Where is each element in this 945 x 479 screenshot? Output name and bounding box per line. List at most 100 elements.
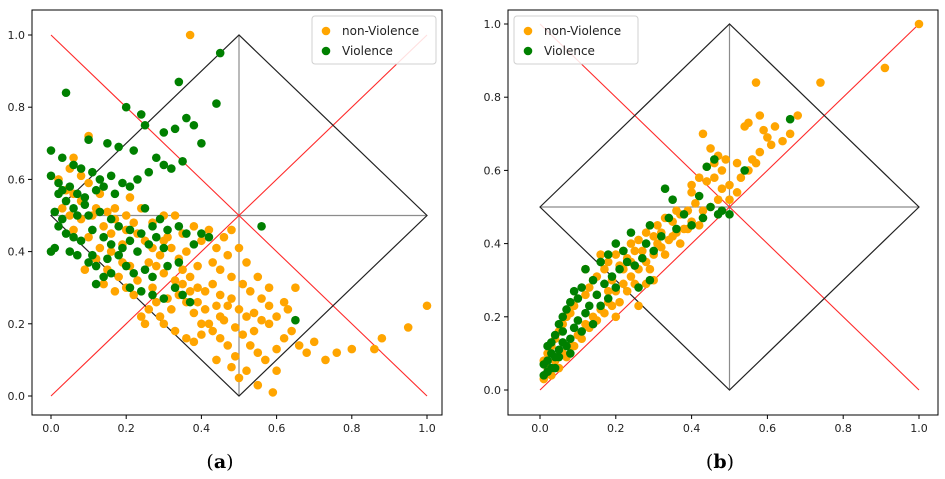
legend: non-Violence Violence	[311, 15, 437, 65]
scatter-point	[630, 261, 640, 270]
scatter-point	[569, 323, 579, 333]
scatter-point	[656, 231, 666, 241]
caption-letter: b	[713, 451, 726, 473]
scatter-point	[136, 229, 146, 238]
scatter-point	[785, 129, 795, 139]
x-tick-label: 0.0	[531, 422, 549, 435]
scatter-point	[638, 253, 647, 263]
scatter-point	[200, 287, 210, 296]
scatter-point	[634, 235, 643, 245]
scatter-point	[118, 243, 127, 253]
scatter-point	[638, 246, 647, 256]
scatter-point	[50, 243, 60, 253]
scatter-point	[558, 312, 568, 322]
scatter-point	[668, 195, 677, 204]
x-tick-label: 0.6	[268, 422, 286, 435]
scatter-point	[219, 232, 229, 242]
scatter-point	[189, 240, 199, 249]
legend-marker	[523, 26, 533, 36]
scatter-point	[543, 341, 552, 351]
y-tick-label: 0.6	[484, 164, 502, 177]
scatter-point	[294, 341, 304, 350]
scatter-point	[249, 326, 259, 336]
scatter-point	[622, 257, 632, 267]
scatter-point	[212, 243, 221, 253]
scatter-point	[95, 243, 105, 253]
scatter-point	[283, 305, 293, 314]
scatter-point	[76, 171, 86, 181]
scatter-point	[607, 301, 617, 311]
scatter-point	[140, 120, 150, 130]
scatter-point	[230, 351, 240, 361]
scatter-point	[558, 338, 568, 347]
scatter-point	[182, 333, 191, 343]
scatter-point	[185, 272, 195, 282]
scatter-point	[200, 305, 210, 314]
scatter-point	[558, 327, 568, 336]
scatter-point	[69, 160, 78, 170]
scatter-point	[65, 247, 75, 256]
scatter-point	[106, 240, 116, 249]
series-violence	[539, 114, 795, 380]
scatter-point	[178, 157, 187, 166]
scatter-point	[159, 294, 169, 303]
scatter-point	[185, 30, 195, 40]
scatter-point	[245, 287, 255, 296]
scatter-point	[163, 261, 172, 271]
scatter-point	[611, 250, 621, 259]
scatter-point	[736, 173, 746, 183]
scatter-point	[268, 388, 278, 397]
scatter-point	[287, 326, 296, 336]
scatter-point	[242, 258, 251, 267]
caption-open: (	[706, 451, 713, 473]
scatter-point	[121, 261, 131, 271]
x-tick-label: 0.2	[117, 422, 135, 435]
scatter-point	[84, 135, 93, 144]
scatter-point	[751, 78, 761, 87]
scatter-point	[242, 312, 251, 321]
scatter-point	[151, 232, 161, 242]
scatter-point	[69, 225, 78, 235]
scatter-point	[106, 247, 116, 256]
scatter-point	[679, 210, 689, 219]
legend-box	[311, 15, 437, 65]
scatter-point	[178, 279, 187, 289]
scatter-point	[144, 240, 154, 249]
scatter-point	[208, 279, 217, 289]
scatter-point	[706, 202, 715, 212]
red-diagonal-line	[50, 34, 428, 397]
scatter-point	[103, 139, 112, 148]
scatter-point	[197, 139, 206, 148]
scatter-point	[125, 236, 135, 246]
red-diagonal-line	[539, 23, 920, 391]
scatter-point	[133, 247, 142, 256]
scatter-point	[170, 276, 180, 285]
scatter-point	[615, 297, 624, 307]
scatter-point	[706, 144, 715, 153]
scatter-point	[61, 88, 71, 98]
scatter-point	[99, 182, 108, 191]
scatter-point	[630, 246, 640, 256]
scatter-point	[725, 195, 734, 204]
scatter-point	[91, 261, 101, 271]
scatter-point	[144, 258, 154, 267]
scatter-point	[264, 319, 274, 329]
scatter-point	[167, 243, 176, 253]
scatter-point	[148, 283, 157, 293]
scatter-point	[136, 110, 146, 119]
scatter-point	[170, 211, 180, 220]
legend-label: non-Violence	[342, 24, 419, 38]
scatter-point	[215, 290, 225, 300]
panel-b: 0.0 0.2 0.4 0.6 0.8 1.0 0.0 0.2 0.4 0.6 0.8 1.0 non-…	[484, 9, 939, 473]
scatter-point	[121, 102, 131, 112]
scatter-point	[721, 155, 731, 164]
scatter-point	[603, 257, 613, 267]
scatter-point	[110, 189, 120, 199]
scatter-point	[257, 294, 266, 303]
scatter-point	[125, 193, 135, 202]
scatter-point	[174, 222, 184, 231]
scatter-point	[189, 337, 199, 347]
scatter-point	[155, 312, 165, 321]
scatter-point	[816, 78, 825, 87]
series-violence	[46, 48, 300, 325]
